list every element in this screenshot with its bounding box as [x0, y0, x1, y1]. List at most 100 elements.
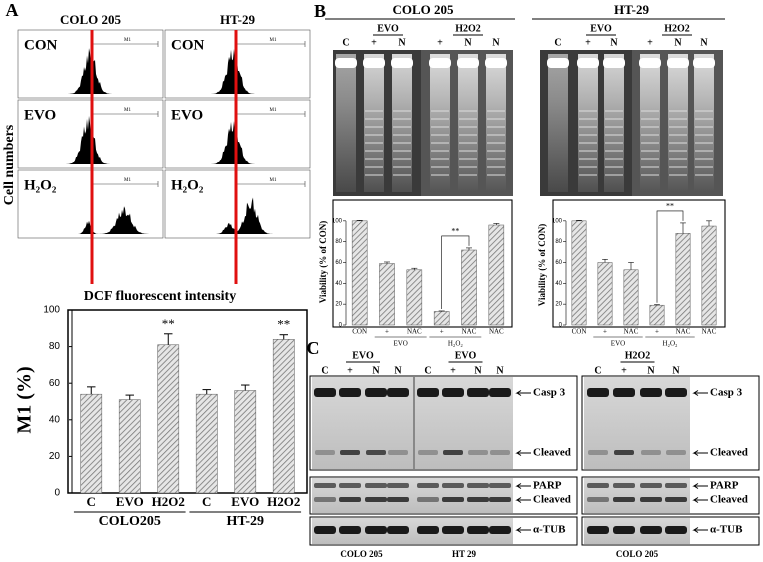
- band-casp3: [417, 388, 439, 397]
- error-bar: [465, 247, 473, 250]
- ladder-band: [605, 174, 623, 176]
- ladder-band: [393, 142, 411, 144]
- band-parp-cleaved: [314, 497, 336, 502]
- ladder-band: [669, 134, 687, 136]
- band-casp3: [314, 388, 336, 397]
- y-tick-label: 100: [43, 305, 60, 316]
- y-tick-label: 0: [559, 323, 563, 329]
- gel-lane: [640, 54, 660, 192]
- arrow: [515, 450, 531, 456]
- ladder-band: [669, 158, 687, 160]
- band-parp-cleaved: [387, 497, 409, 502]
- row-label: H₂O₂: [171, 177, 204, 193]
- error-bar: [602, 259, 608, 263]
- cell-line-label: HT 29: [452, 549, 477, 559]
- ladder-band: [487, 142, 505, 144]
- band-cleaved: [614, 450, 634, 455]
- group-label: HT-29: [226, 514, 264, 529]
- y-axis-label: Viability (% of CON): [537, 224, 547, 306]
- band-cleaved: [588, 450, 608, 455]
- bar: [675, 233, 691, 326]
- ladder-band: [641, 126, 659, 128]
- error-bar: [87, 386, 96, 395]
- y-tick-label: 60: [555, 260, 562, 266]
- ladder-band: [431, 118, 449, 120]
- ladder-band: [393, 174, 411, 176]
- row-label: EVO: [24, 107, 56, 123]
- y-axis-label: M1 (%): [14, 366, 36, 433]
- band-tub: [442, 526, 464, 534]
- x-tick-label: +: [655, 328, 659, 336]
- ladder-band: [487, 110, 505, 112]
- ladder-band: [459, 158, 477, 160]
- ladder-band: [695, 110, 713, 112]
- x-tick-label: C: [87, 494, 96, 509]
- error-bar: [654, 304, 660, 306]
- band-tub: [489, 526, 511, 534]
- band-parp: [365, 483, 387, 488]
- y-tick-label: 100: [332, 218, 343, 224]
- ladder-band: [393, 150, 411, 152]
- ladder-band: [579, 158, 597, 160]
- error-bar: [241, 384, 250, 391]
- x-tick-label: C: [202, 494, 211, 509]
- error-bar: [438, 310, 445, 312]
- bar: [623, 269, 639, 326]
- y-tick-label: 40: [555, 281, 562, 287]
- y-tick-label: 80: [335, 239, 342, 245]
- ladder-band: [695, 126, 713, 128]
- x-tick-label: EVO: [231, 494, 259, 509]
- band-label: Cleaved: [533, 494, 571, 506]
- column-title: HT-29: [220, 12, 255, 27]
- band-label: α-TUB: [710, 524, 743, 536]
- band-cleaved: [490, 450, 510, 455]
- ladder-band: [487, 134, 505, 136]
- gel-well: [485, 58, 507, 68]
- band-label: α-TUB: [533, 524, 566, 536]
- ladder-band: [605, 166, 623, 168]
- band-parp: [587, 483, 609, 488]
- ladder-band: [459, 134, 477, 136]
- ladder-band: [669, 126, 687, 128]
- band-parp-cleaved: [665, 497, 687, 502]
- band-cleaved: [366, 450, 386, 455]
- band-casp3: [665, 388, 687, 397]
- ladder-band: [641, 142, 659, 144]
- y-tick-label: 20: [555, 302, 562, 308]
- group-label: COLO205: [99, 514, 161, 529]
- ladder-band: [393, 126, 411, 128]
- x-tick-label: NAC: [624, 328, 639, 336]
- x-tick-label: +: [385, 328, 389, 336]
- bar: [272, 339, 295, 494]
- band-parp: [417, 483, 439, 488]
- row-label-bg: [168, 175, 210, 195]
- x-tick-label: H2O2: [267, 494, 300, 509]
- gel-lane: [486, 54, 506, 192]
- y-tick-label: 0: [54, 488, 60, 499]
- gel-well: [335, 58, 357, 68]
- gate-label: M1: [270, 108, 277, 113]
- lane-label: N: [610, 37, 618, 48]
- gel-lane: [364, 54, 384, 192]
- group-label: EVO: [393, 340, 407, 348]
- group-label: H2O2: [625, 350, 651, 361]
- band-casp3: [339, 388, 361, 397]
- bracket: [656, 210, 684, 303]
- bracket: [441, 235, 470, 309]
- gel-lane: [336, 54, 356, 192]
- band-parp: [665, 483, 687, 488]
- ladder-band: [365, 158, 383, 160]
- bar: [597, 262, 613, 326]
- bar: [118, 399, 141, 494]
- error-bar: [411, 267, 418, 270]
- ladder-band: [669, 150, 687, 152]
- gel-lane: [548, 54, 568, 192]
- band-label: Cleaved: [710, 494, 748, 506]
- lane-label: N: [674, 37, 682, 48]
- lane-label: C: [554, 37, 561, 48]
- band-cleaved: [388, 450, 408, 455]
- cell-line-label: COLO 205: [616, 549, 659, 559]
- ladder-band: [487, 174, 505, 176]
- y-axis-label: Cell numbers: [2, 124, 17, 205]
- band-casp3: [467, 388, 489, 397]
